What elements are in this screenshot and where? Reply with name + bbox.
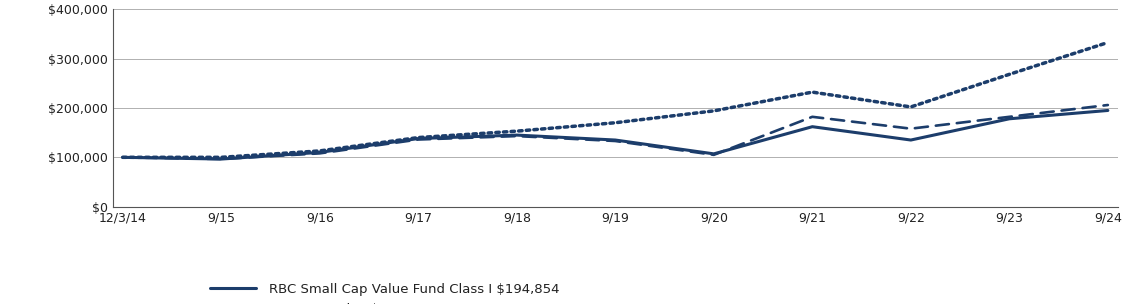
S&P 500 Index $332,431 bbox=[806, 90, 820, 94]
RBC Small Cap Value Fund Class I $194,854 bbox=[904, 138, 918, 142]
S&P 500 Index $332,431 bbox=[411, 136, 425, 139]
Russell 2000 Value Index $205,902 bbox=[510, 134, 524, 138]
S&P 500 Index $332,431 bbox=[1003, 72, 1016, 76]
S&P 500 Index $332,431 bbox=[313, 149, 326, 153]
S&P 500 Index $332,431 bbox=[215, 156, 228, 159]
RBC Small Cap Value Fund Class I $194,854 bbox=[707, 152, 720, 156]
RBC Small Cap Value Fund Class I $194,854 bbox=[313, 150, 326, 154]
S&P 500 Index $332,431 bbox=[1101, 41, 1114, 44]
Russell 2000 Value Index $205,902 bbox=[116, 156, 130, 159]
RBC Small Cap Value Fund Class I $194,854 bbox=[1003, 117, 1016, 121]
S&P 500 Index $332,431 bbox=[904, 105, 918, 109]
S&P 500 Index $332,431 bbox=[116, 156, 130, 159]
Legend: RBC Small Cap Value Fund Class I $194,854, S&P 500 Index $332,431, Russell 2000 : RBC Small Cap Value Fund Class I $194,85… bbox=[210, 282, 560, 304]
Line: RBC Small Cap Value Fund Class I $194,854: RBC Small Cap Value Fund Class I $194,85… bbox=[123, 110, 1108, 159]
S&P 500 Index $332,431 bbox=[609, 121, 622, 125]
RBC Small Cap Value Fund Class I $194,854 bbox=[1101, 109, 1114, 112]
RBC Small Cap Value Fund Class I $194,854 bbox=[806, 125, 820, 129]
RBC Small Cap Value Fund Class I $194,854 bbox=[510, 133, 524, 137]
S&P 500 Index $332,431 bbox=[707, 109, 720, 113]
S&P 500 Index $332,431 bbox=[510, 129, 524, 133]
Russell 2000 Value Index $205,902 bbox=[609, 139, 622, 143]
Line: S&P 500 Index $332,431: S&P 500 Index $332,431 bbox=[123, 43, 1108, 157]
Russell 2000 Value Index $205,902 bbox=[1003, 115, 1016, 119]
RBC Small Cap Value Fund Class I $194,854 bbox=[116, 156, 130, 159]
RBC Small Cap Value Fund Class I $194,854 bbox=[609, 138, 622, 142]
Russell 2000 Value Index $205,902 bbox=[904, 127, 918, 130]
Line: Russell 2000 Value Index $205,902: Russell 2000 Value Index $205,902 bbox=[123, 105, 1108, 159]
Russell 2000 Value Index $205,902 bbox=[707, 153, 720, 157]
Russell 2000 Value Index $205,902 bbox=[1101, 103, 1114, 107]
Russell 2000 Value Index $205,902 bbox=[215, 157, 228, 161]
Russell 2000 Value Index $205,902 bbox=[313, 152, 326, 155]
Russell 2000 Value Index $205,902 bbox=[806, 115, 820, 119]
RBC Small Cap Value Fund Class I $194,854 bbox=[215, 157, 228, 161]
Russell 2000 Value Index $205,902 bbox=[411, 138, 425, 141]
RBC Small Cap Value Fund Class I $194,854 bbox=[411, 137, 425, 140]
